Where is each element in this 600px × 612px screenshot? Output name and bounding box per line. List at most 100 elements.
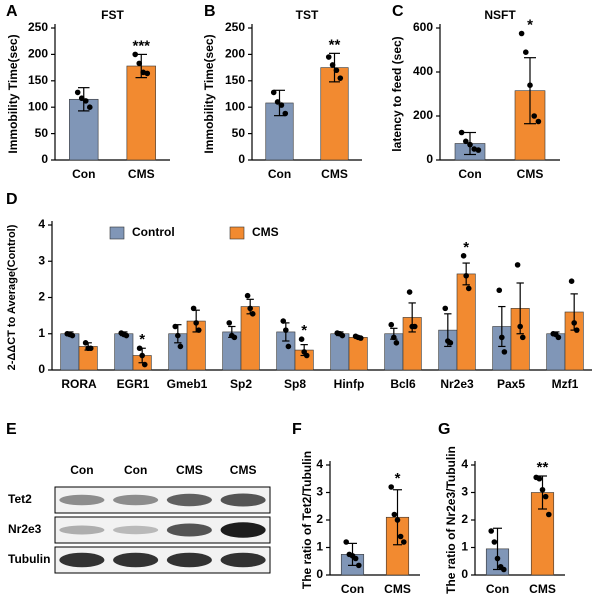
y-tick-label: 0 <box>38 362 45 376</box>
data-point <box>343 539 350 545</box>
data-point <box>303 352 310 359</box>
data-point <box>499 334 505 341</box>
y-tick-label: 2 <box>461 512 468 526</box>
y-tick-label: 0 <box>426 152 433 166</box>
data-point <box>573 327 580 333</box>
data-point <box>501 349 508 355</box>
y-axis-label: The ratio of Tet2/Tubulin <box>300 451 314 589</box>
error-bar <box>524 57 536 125</box>
data-point <box>488 528 495 534</box>
y-tick-label: 0 <box>238 152 245 166</box>
data-point <box>270 89 277 96</box>
significance: * <box>139 331 145 348</box>
data-point <box>467 141 473 148</box>
data-point <box>406 289 413 295</box>
lane-label: CMS <box>230 463 257 477</box>
y-tick-label: 250 <box>28 20 48 34</box>
data-point <box>195 327 202 333</box>
x-tick-label: CMS <box>321 167 348 181</box>
panel-letter: D <box>6 191 18 208</box>
data-point <box>78 95 85 102</box>
lane-label: Con <box>70 463 93 477</box>
y-axis-label: Immobility Time(sec) <box>202 34 216 153</box>
legend-swatch <box>109 226 125 240</box>
blot-band <box>113 525 159 535</box>
panel-letter: G <box>438 421 450 438</box>
data-point <box>527 82 533 88</box>
blot-strip <box>54 486 271 514</box>
data-point <box>86 104 93 110</box>
row-label: Nr2e3 <box>8 522 42 536</box>
lane-label: Con <box>124 463 147 477</box>
data-point <box>571 320 577 326</box>
data-point <box>393 340 400 346</box>
data-point <box>546 511 552 518</box>
bar <box>546 333 566 371</box>
bar <box>348 337 368 371</box>
x-tick-label: Con <box>268 167 291 181</box>
panel-letter: A <box>6 3 18 20</box>
x-tick-label: CMS <box>517 167 544 181</box>
x-tick-label: CMS <box>128 167 155 181</box>
data-point <box>523 49 529 55</box>
error-bar <box>329 52 340 83</box>
y-tick-label: 100 <box>225 99 245 113</box>
data-point <box>357 335 364 341</box>
x-tick-label: Mzf1 <box>552 377 579 391</box>
y-axis-label: 2-ΔΔCT to Average(Control) <box>6 224 18 370</box>
blot-band <box>113 494 159 506</box>
blot-band <box>220 493 266 507</box>
blot-band <box>220 522 266 538</box>
data-point <box>74 89 81 96</box>
data-point <box>282 110 289 117</box>
significance: * <box>301 322 307 339</box>
bar <box>114 333 134 371</box>
y-tick-label: 3 <box>316 485 323 499</box>
data-point <box>352 555 359 562</box>
y-tick-label: 4 <box>461 457 468 471</box>
bar <box>60 333 80 371</box>
legend-label: CMS <box>252 225 279 239</box>
data-point <box>69 332 76 339</box>
blot-band <box>59 552 105 568</box>
data-point <box>555 334 562 341</box>
data-point <box>144 70 151 77</box>
x-tick-label: CMS <box>384 582 411 596</box>
y-tick-label: 4 <box>38 217 45 231</box>
y-tick-label: 50 <box>232 126 246 140</box>
bar <box>126 65 156 161</box>
y-tick-label: 150 <box>28 73 48 87</box>
data-point <box>517 323 523 330</box>
y-tick-label: 3 <box>38 253 45 267</box>
data-point <box>132 51 139 58</box>
data-point <box>329 62 336 68</box>
data-point <box>447 340 454 346</box>
data-point <box>280 318 287 324</box>
x-tick-label: Gmeb1 <box>167 377 208 391</box>
y-tick-label: 1 <box>461 540 468 554</box>
bar <box>330 333 350 371</box>
data-point <box>391 511 398 518</box>
y-tick-label: 150 <box>225 73 245 87</box>
y-tick-label: 600 <box>413 20 433 34</box>
significance: * <box>527 16 533 33</box>
blot-band <box>166 552 212 568</box>
data-point <box>82 340 89 346</box>
data-point <box>249 311 256 317</box>
data-point <box>394 517 401 523</box>
y-tick-label: 2 <box>316 512 323 526</box>
blot-band <box>166 493 212 507</box>
x-tick-label: Nr2e3 <box>440 377 474 391</box>
significance: * <box>463 239 469 256</box>
blot-band <box>220 552 266 568</box>
y-tick-label: 0 <box>461 567 468 581</box>
data-point <box>531 113 537 119</box>
data-point <box>458 129 465 136</box>
panel-letter: B <box>204 3 216 20</box>
blot-band <box>59 525 105 535</box>
data-point <box>535 118 542 125</box>
data-point <box>339 332 346 339</box>
data-point <box>177 343 184 350</box>
data-point <box>285 343 292 350</box>
